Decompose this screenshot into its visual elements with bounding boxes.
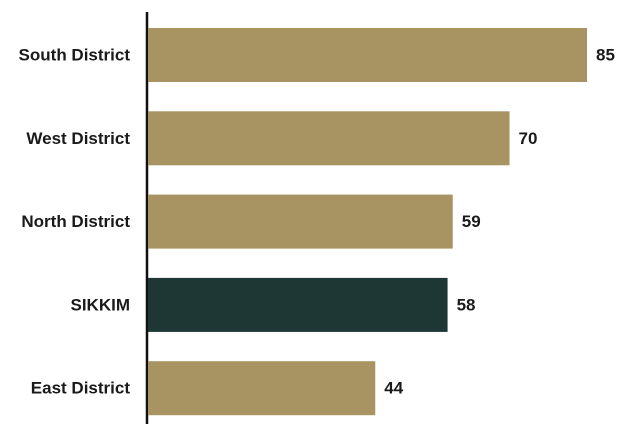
bar [148, 28, 588, 82]
value-label: 58 [457, 295, 476, 314]
category-label: East District [31, 379, 131, 398]
bar [148, 194, 453, 249]
category-label: North District [21, 212, 130, 231]
value-label: 59 [462, 212, 481, 231]
category-label: South District [19, 45, 131, 64]
category-label: West District [26, 129, 130, 148]
bar [148, 111, 510, 166]
bar [148, 361, 376, 416]
category-label: SIKKIM [71, 295, 131, 314]
value-label: 44 [384, 379, 403, 398]
bar [148, 277, 448, 332]
value-label: 70 [519, 129, 538, 148]
value-label: 85 [596, 45, 615, 64]
